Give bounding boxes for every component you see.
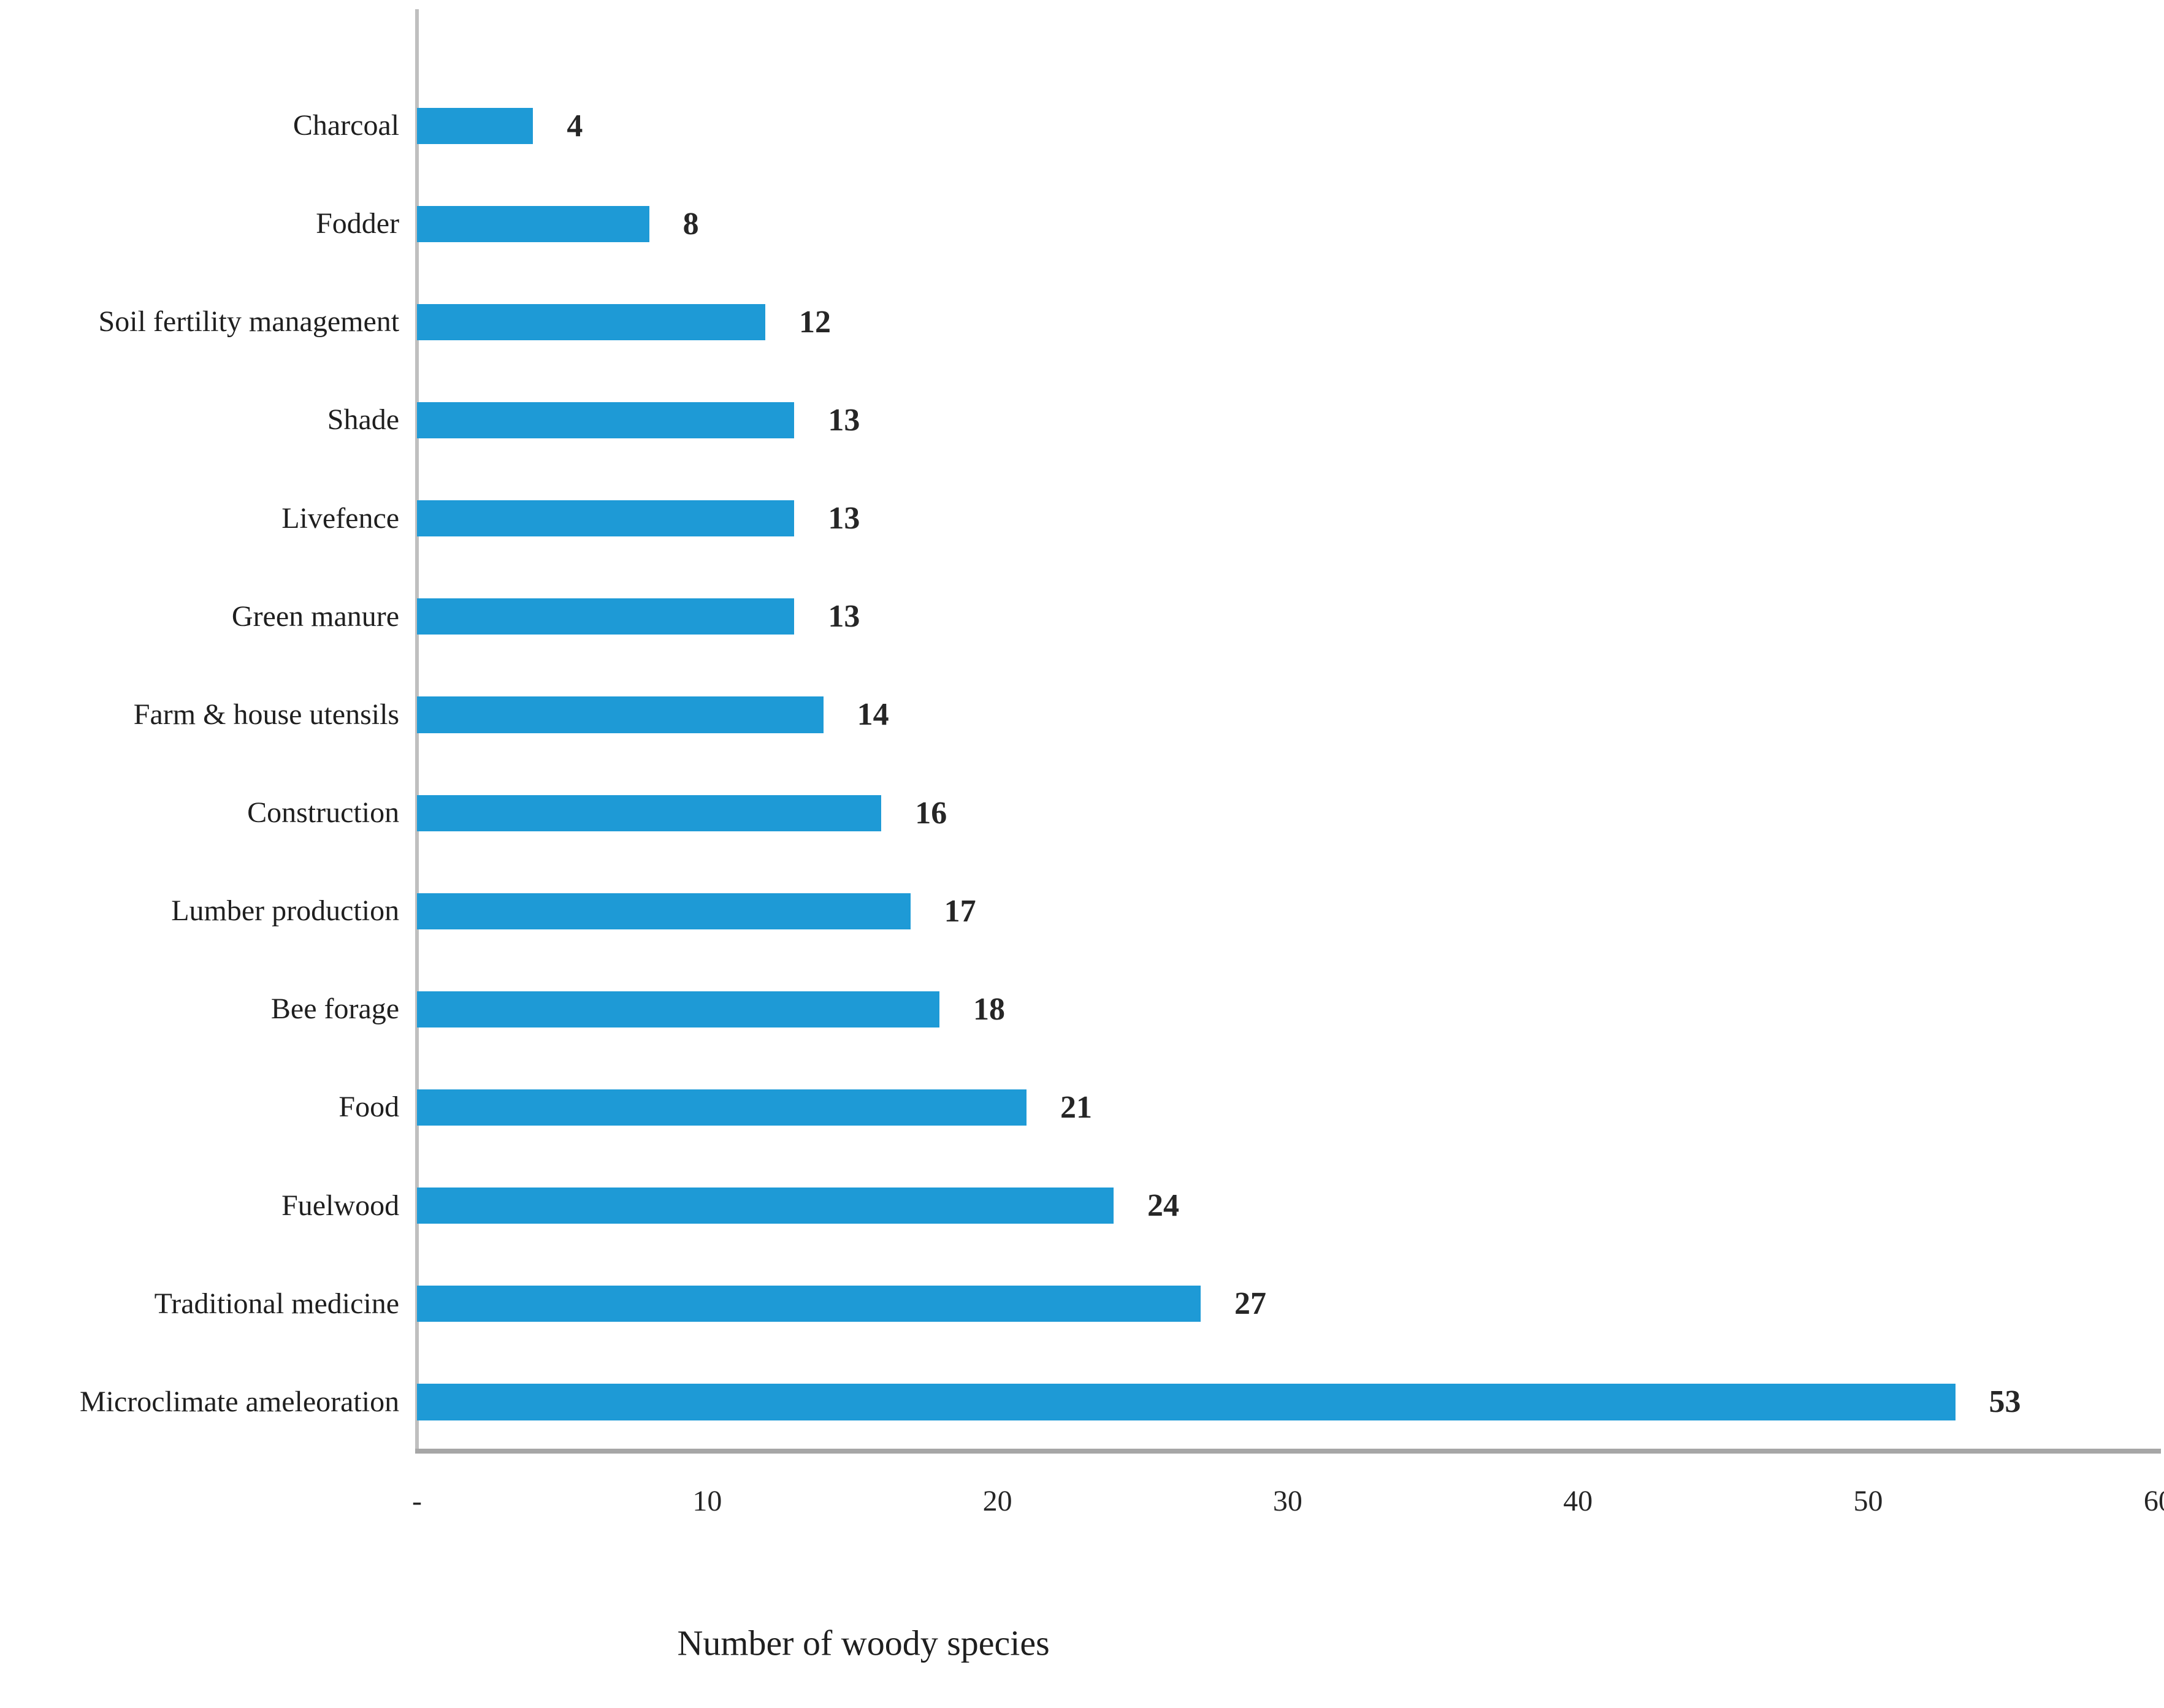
bar-row: 17: [417, 862, 2158, 960]
bar-row: 4: [417, 77, 2158, 175]
bar-value-label: 21: [1060, 1090, 1092, 1126]
x-tick-label: -: [412, 1485, 422, 1518]
bar-row: 14: [417, 666, 2158, 764]
bar-value-label: 12: [798, 304, 831, 340]
bar-value-label: 27: [1234, 1286, 1266, 1322]
category-label: Shade: [327, 403, 400, 437]
bar: [417, 991, 939, 1028]
x-tick-label: 30: [1272, 1485, 1302, 1518]
bar-row: 12: [417, 273, 2158, 371]
bar-value-label: 13: [828, 403, 860, 438]
bar-value-label: 16: [915, 795, 947, 831]
category-label: Charcoal: [292, 109, 400, 142]
bar: [417, 1089, 1027, 1126]
category-label: Microclimate ameleoration: [79, 1385, 400, 1418]
bar: [417, 1188, 1114, 1224]
x-tick-label: 60: [2143, 1485, 2164, 1518]
bar: [417, 795, 882, 831]
category-label: Soil fertility management: [98, 305, 400, 338]
bar: [417, 1286, 1201, 1322]
bar-value-label: 24: [1147, 1188, 1179, 1224]
x-tick-label: 50: [1853, 1485, 1883, 1518]
category-label: Lumber production: [171, 894, 400, 928]
bar: [417, 893, 911, 929]
bar-row: 53: [417, 1353, 2158, 1451]
x-tick-label: 20: [982, 1485, 1012, 1518]
category-label: Traditional medicine: [154, 1287, 400, 1320]
category-axis-labels: Charcoal Fodder Soil fertility management S…: [0, 77, 399, 1451]
bar-value-label: 8: [682, 206, 699, 242]
value-axis-line: [415, 1449, 2161, 1454]
bar-value-label: 4: [567, 108, 583, 143]
bar-row: 13: [417, 470, 2158, 568]
x-tick-label: 40: [1563, 1485, 1593, 1518]
bar-row: 8: [417, 175, 2158, 273]
bar-row: 21: [417, 1058, 2158, 1156]
plot-area: 4 8 12 13 13 13 14 16 17 18 21 24 27 53: [417, 77, 2158, 1451]
bar: [417, 303, 765, 341]
bar-value-label: 53: [1989, 1384, 2021, 1420]
bar-value-label: 13: [828, 599, 860, 635]
bar-row: 16: [417, 764, 2158, 862]
category-label: Bee forage: [270, 993, 400, 1026]
bar: [417, 107, 533, 144]
bar: [417, 696, 824, 733]
value-axis-tick-labels: - 10 20 30 40 50 60: [412, 1484, 2164, 1527]
category-label: Fodder: [316, 207, 400, 240]
bar-row: 13: [417, 568, 2158, 666]
category-label: Food: [338, 1091, 400, 1124]
bar-row: 24: [417, 1157, 2158, 1255]
category-label: Livefence: [281, 501, 400, 535]
bar: [417, 1384, 1956, 1420]
bar-row: 27: [417, 1255, 2158, 1353]
bar-row: 13: [417, 372, 2158, 470]
bar-value-label: 13: [828, 501, 860, 536]
category-label: Green manure: [231, 600, 400, 633]
category-label: Fuelwood: [281, 1189, 400, 1222]
bar-value-label: 14: [857, 697, 889, 733]
bar: [417, 402, 795, 439]
bar-value-label: 17: [944, 893, 976, 929]
bar: [417, 500, 795, 537]
bar-row: 18: [417, 960, 2158, 1058]
bar: [417, 598, 795, 635]
category-label: Construction: [247, 796, 400, 829]
bar: [417, 205, 649, 242]
category-label: Farm & house utensils: [133, 698, 400, 731]
value-axis-title: Number of woody species: [677, 1623, 1050, 1663]
category-axis-line: [415, 9, 419, 1451]
bar-value-label: 18: [973, 991, 1005, 1027]
x-tick-label: 10: [692, 1485, 722, 1518]
